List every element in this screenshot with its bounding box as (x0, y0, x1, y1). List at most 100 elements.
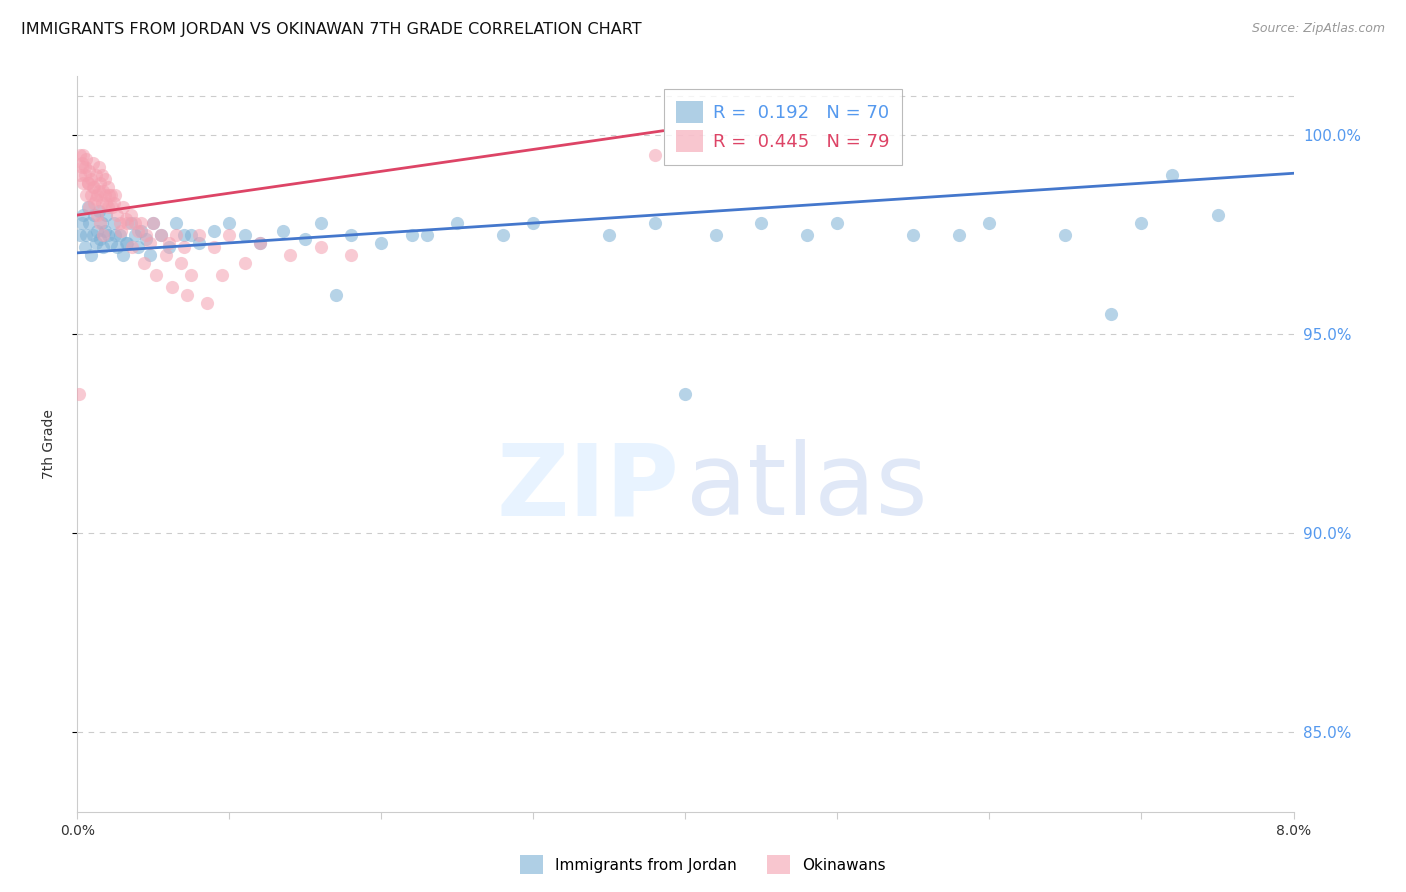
Point (75, 227, 97, 242)
Point (202, 224, 225, 238)
Point (127, 224, 149, 238)
Point (83, 196, 105, 211)
Point (340, 227, 363, 242)
Point (195, 295, 218, 310)
Text: ZIP: ZIP (496, 440, 679, 536)
Point (522, 216, 544, 230)
Point (100, 188, 122, 202)
Point (704, 227, 727, 242)
Point (155, 248, 177, 262)
Point (84, 192, 107, 206)
Point (165, 227, 187, 242)
Point (149, 227, 172, 242)
Point (249, 235, 271, 250)
Point (110, 224, 132, 238)
Point (91, 227, 114, 242)
Point (135, 232, 157, 246)
Point (111, 200, 134, 214)
Legend: Immigrants from Jordan, Okinawans: Immigrants from Jordan, Okinawans (513, 849, 893, 880)
Point (188, 235, 211, 250)
Point (103, 196, 125, 211)
Point (87, 204, 110, 219)
Point (86, 188, 108, 202)
Point (233, 256, 256, 270)
Point (111, 248, 134, 262)
Point (73, 240, 96, 254)
Point (325, 287, 347, 301)
Point (124, 227, 146, 242)
Point (218, 216, 240, 230)
Point (79, 200, 101, 214)
Point (127, 240, 149, 254)
Point (796, 227, 818, 242)
Point (211, 268, 233, 282)
Point (142, 216, 165, 230)
Point (75, 188, 97, 202)
Point (101, 200, 124, 214)
Point (120, 216, 142, 230)
Point (271, 224, 294, 238)
Point (108, 227, 131, 242)
Point (492, 227, 515, 242)
Point (84, 168, 107, 182)
Point (73, 168, 96, 182)
Point (70, 216, 93, 230)
Point (69, 227, 91, 242)
Point (93, 224, 115, 238)
Point (89, 216, 111, 230)
Point (70, 156, 93, 170)
Point (294, 232, 316, 246)
Point (79, 164, 101, 178)
Point (90, 216, 112, 230)
Point (75, 153, 97, 167)
Point (139, 235, 162, 250)
Point (188, 227, 211, 242)
Point (108, 216, 131, 230)
Point (115, 212, 138, 227)
Point (827, 216, 849, 230)
Point (89, 176, 111, 190)
Point (69, 168, 91, 182)
Legend: R =  0.192   N = 70, R =  0.445   N = 79: R = 0.192 N = 70, R = 0.445 N = 79 (664, 88, 901, 165)
Point (90, 168, 112, 182)
Point (134, 256, 156, 270)
Point (105, 208, 128, 222)
Point (97, 200, 120, 214)
Point (77, 176, 100, 190)
Text: IMMIGRANTS FROM JORDAN VS OKINAWAN 7TH GRADE CORRELATION CHART: IMMIGRANTS FROM JORDAN VS OKINAWAN 7TH G… (21, 22, 641, 37)
Point (121, 240, 143, 254)
Point (104, 188, 127, 202)
Point (401, 227, 423, 242)
Point (157, 235, 180, 250)
Point (278, 248, 301, 262)
Point (82, 180, 104, 194)
Point (80, 248, 103, 262)
Point (173, 227, 195, 242)
Point (675, 387, 697, 401)
Point (93, 188, 115, 202)
Point (80, 188, 103, 202)
Point (115, 235, 138, 250)
Point (72, 208, 94, 222)
Point (165, 216, 187, 230)
Point (103, 216, 125, 230)
Point (202, 240, 225, 254)
Point (82, 227, 104, 242)
Point (1161, 168, 1184, 182)
Point (644, 216, 666, 230)
Point (104, 227, 127, 242)
Point (1099, 308, 1122, 322)
Point (309, 216, 332, 230)
Point (233, 227, 256, 242)
Point (370, 235, 392, 250)
Point (979, 216, 1001, 230)
Point (598, 227, 620, 242)
Point (124, 216, 146, 230)
Point (100, 235, 122, 250)
Point (83, 180, 105, 194)
Point (91, 184, 114, 198)
Point (160, 279, 183, 293)
Point (149, 227, 172, 242)
Point (72, 148, 94, 162)
Point (145, 268, 167, 282)
